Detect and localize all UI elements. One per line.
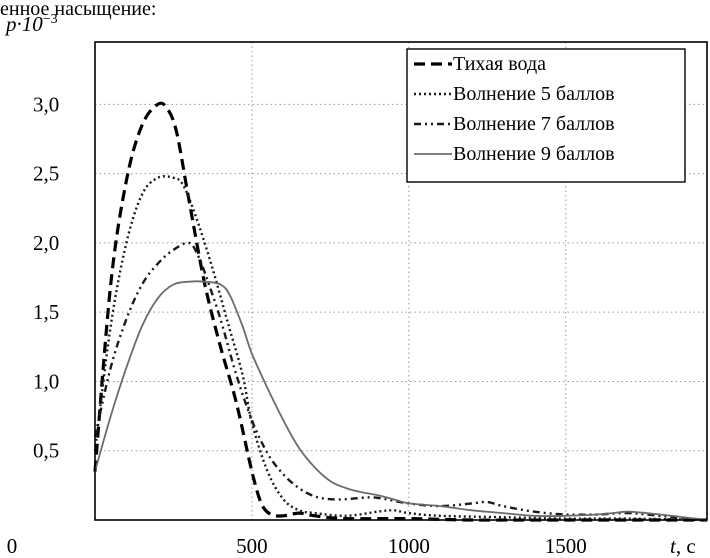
y-axis-var: p·10 bbox=[4, 12, 43, 36]
y-tick-label: 1,5 bbox=[33, 300, 59, 324]
y-tick-label: 2,0 bbox=[33, 231, 59, 255]
y-tick-label: 3,0 bbox=[33, 92, 59, 116]
y-tick-label: 1,0 bbox=[33, 369, 59, 393]
x-tick-label: 0 bbox=[7, 534, 18, 558]
x-tick-label: 500 bbox=[236, 534, 268, 558]
y-axis-exponent: −3 bbox=[43, 12, 58, 27]
plot-frame bbox=[94, 41, 708, 521]
x-tick-label: 1000 bbox=[388, 534, 430, 558]
tick-labels: 0 500 1000 1500 0,5 1,0 1,5 2,0 2,5 3,0 bbox=[7, 92, 587, 558]
legend-label-1: Тихая вода bbox=[453, 53, 546, 75]
series-layer bbox=[93, 101, 708, 522]
x-axis-unit: , с bbox=[676, 534, 696, 558]
series-line-3 bbox=[93, 241, 708, 522]
series-line-2 bbox=[93, 175, 708, 522]
y-axis-title: p·10−3 bbox=[4, 12, 58, 36]
legend-label-3: Волнение 7 баллов bbox=[453, 113, 615, 135]
caption-fragment: енное насыщение: bbox=[0, 0, 156, 20]
x-tick-label: 1500 bbox=[545, 534, 587, 558]
x-axis-title: t, с bbox=[670, 534, 696, 558]
y-tick-label: 0,5 bbox=[33, 439, 59, 463]
series-line-4 bbox=[94, 280, 708, 521]
legend-label-4: Волнение 9 баллов bbox=[453, 143, 615, 165]
legend: Тихая вода Волнение 5 баллов Волнение 7 ба… bbox=[406, 48, 686, 183]
series-line-1 bbox=[93, 101, 707, 522]
y-tick-label: 2,5 bbox=[33, 162, 59, 186]
legend-box bbox=[406, 48, 686, 183]
x-axis-var: t bbox=[670, 534, 677, 558]
legend-label-2: Волнение 5 баллов bbox=[453, 83, 615, 105]
